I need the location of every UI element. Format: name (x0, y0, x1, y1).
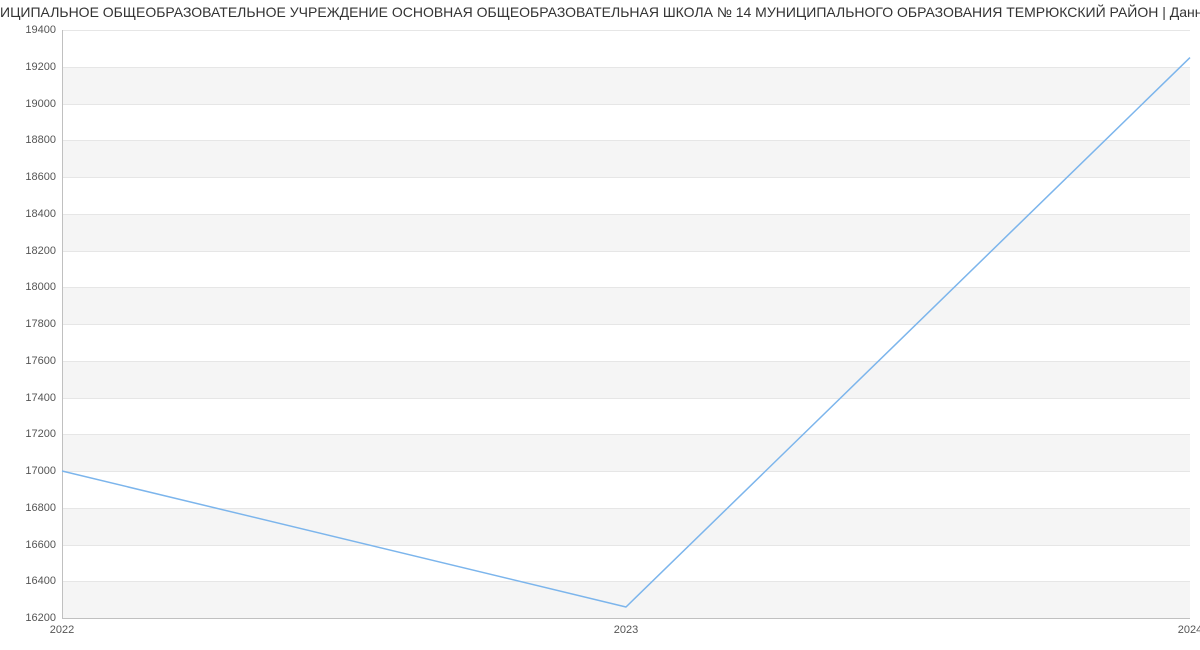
y-tick-label: 17800 (25, 318, 56, 330)
plot-area: 1620016400166001680017000172001740017600… (62, 30, 1190, 618)
y-tick-label: 18800 (25, 134, 56, 146)
y-tick-label: 18200 (25, 245, 56, 257)
x-tick-label: 2023 (614, 624, 638, 636)
x-tick-label: 2022 (50, 624, 74, 636)
y-tick-label: 16800 (25, 502, 56, 514)
y-tick-label: 17600 (25, 355, 56, 367)
y-tick-label: 18400 (25, 208, 56, 220)
y-tick-label: 19200 (25, 61, 56, 73)
y-tick-label: 18000 (25, 281, 56, 293)
y-tick-label: 16600 (25, 539, 56, 551)
y-tick-label: 16400 (25, 575, 56, 587)
y-tick-label: 19000 (25, 98, 56, 110)
y-tick-label: 17200 (25, 428, 56, 440)
y-tick-label: 18600 (25, 171, 56, 183)
chart-container: ИЦИПАЛЬНОЕ ОБЩЕОБРАЗОВАТЕЛЬНОЕ УЧРЕЖДЕНИ… (0, 0, 1200, 650)
y-tick-label: 19400 (25, 24, 56, 36)
series-layer (62, 30, 1190, 618)
series-line (62, 58, 1190, 607)
y-tick-label: 17000 (25, 465, 56, 477)
x-axis-line (62, 618, 1190, 619)
x-tick-label: 2024 (1178, 624, 1200, 636)
y-tick-label: 17400 (25, 392, 56, 404)
chart-title: ИЦИПАЛЬНОЕ ОБЩЕОБРАЗОВАТЕЛЬНОЕ УЧРЕЖДЕНИ… (0, 4, 1200, 20)
y-tick-label: 16200 (25, 612, 56, 624)
